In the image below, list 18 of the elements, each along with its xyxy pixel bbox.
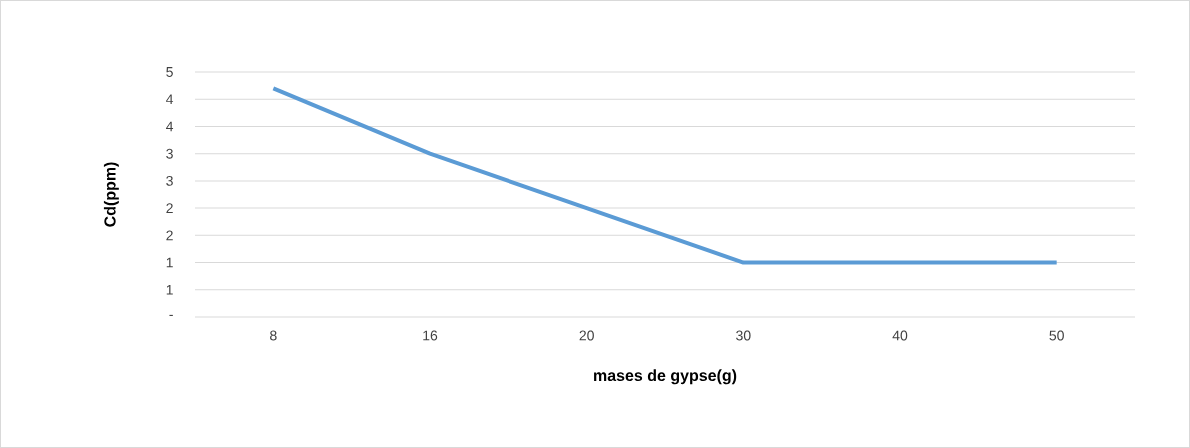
y-tick-label: 1 (166, 284, 173, 295)
y-tick-label: 2 (166, 203, 173, 213)
y-tick-label: - (169, 314, 173, 316)
y-tick-label: 3 (166, 175, 173, 186)
x-tick-label: 16 (423, 330, 438, 341)
x-tick-label: 30 (736, 330, 751, 341)
x-tick-label: 8 (270, 330, 277, 341)
y-tick-label: 1 (166, 257, 173, 268)
x-tick-label: 40 (892, 330, 908, 341)
x-tick-label: 50 (1049, 330, 1064, 341)
y-tick-label: 2 (166, 230, 173, 241)
x-axis-title: mases de gypse(g) (594, 369, 737, 385)
x-tick-label: 20 (579, 330, 594, 341)
y-axis-title: Cd(ppm) (103, 162, 119, 227)
y-tick-label: 4 (166, 121, 174, 132)
y-tick-label: 3 (166, 148, 173, 159)
y-tick-label: 5 (166, 67, 173, 77)
y-tick-label: 4 (166, 94, 174, 105)
